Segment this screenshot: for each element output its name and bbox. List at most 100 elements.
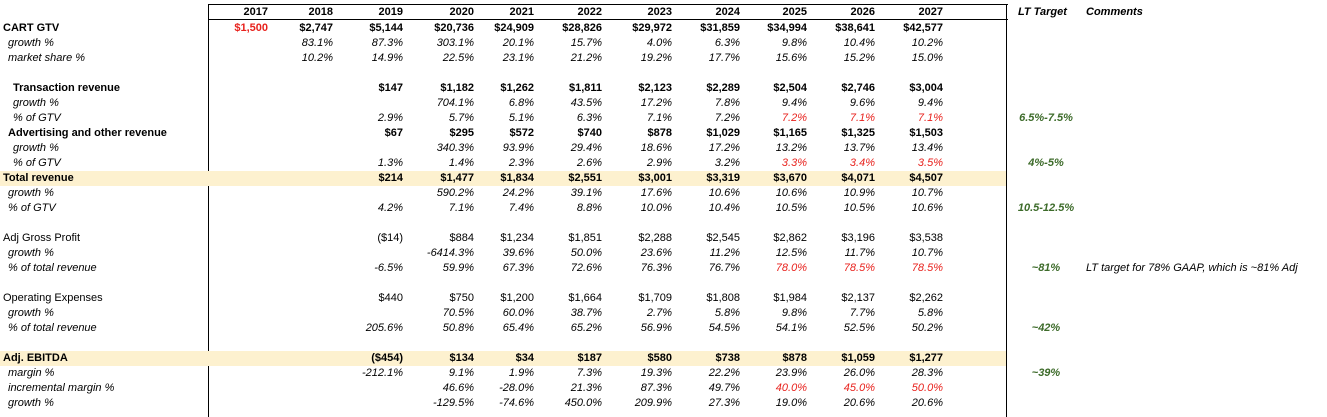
value-cell: 65.4% [502, 322, 534, 334]
value-cell: $1,234 [500, 232, 534, 244]
value-cell: $3,001 [638, 172, 672, 184]
value-cell: -6.5% [374, 262, 403, 274]
lt-target-cell: 4%-5% [1028, 157, 1064, 169]
value-cell: $34,994 [767, 22, 807, 34]
value-cell: $750 [449, 292, 474, 304]
value-cell: 2.6% [576, 157, 602, 169]
value-cell: 13.4% [911, 142, 943, 154]
value-cell: 20.6% [843, 397, 875, 409]
value-cell: 205.6% [365, 322, 403, 334]
value-cell: 15.2% [843, 52, 875, 64]
value-cell: 21.2% [570, 52, 602, 64]
value-cell: 5.7% [448, 112, 474, 124]
value-cell: 11.7% [844, 247, 875, 259]
value-cell: 17.2% [708, 142, 740, 154]
value-cell: $1,262 [500, 82, 534, 94]
value-cell: $1,664 [568, 292, 602, 304]
value-cell: $2,137 [841, 292, 875, 304]
value-cell: 5.1% [508, 112, 534, 124]
value-cell: 45.0% [843, 382, 875, 394]
value-cell [206, 201, 268, 216]
value-cell: 5.8% [917, 307, 943, 319]
value-cell: $2,289 [706, 82, 740, 94]
table-row: Operating Expenses $440 $750 $1,200 $1,664 $1… [0, 291, 1327, 306]
value-cell: 9.4% [781, 97, 807, 109]
value-cell: 7.2% [781, 112, 807, 124]
value-cell [206, 321, 268, 336]
value-cell: 7.1% [849, 112, 875, 124]
value-cell: 49.7% [708, 382, 740, 394]
label-column-divider [208, 4, 209, 417]
value-cell: $214 [378, 172, 403, 184]
value-cell: 7.1% [448, 202, 474, 214]
value-cell: $3,004 [909, 82, 943, 94]
value-cell [271, 201, 333, 216]
value-cell [341, 306, 403, 321]
value-cell: 6.3% [714, 37, 740, 49]
table-row: market share % 10.2% 14.9% 22.5% 23.1% 21.2% 1… [0, 51, 1327, 66]
table-row: margin % -212.1% 9.1% 1.9% 7.3% 19.3% 22.2% 23.… [0, 366, 1327, 381]
row-label: Operating Expenses [3, 292, 103, 304]
value-cell: 19.2% [640, 52, 672, 64]
value-cell [271, 96, 333, 111]
table-row: Adj Gross Profit ($14) $884 $1,234 $1,851 $2,… [0, 231, 1327, 246]
value-cell: 29.4% [570, 142, 602, 154]
value-cell [206, 81, 268, 96]
row-label: growth % [8, 187, 54, 199]
value-cell: $1,477 [440, 172, 474, 184]
lt-target-cell: ~42% [1031, 322, 1061, 334]
value-cell: 78.0% [775, 262, 807, 274]
row-label: % of total revenue [8, 322, 97, 334]
value-cell: $878 [782, 352, 807, 364]
value-cell: $738 [715, 352, 740, 364]
value-cell: $2,862 [773, 232, 807, 244]
value-cell [271, 81, 333, 96]
value-cell: 17.2% [640, 97, 672, 109]
table-row: % of total revenue -6.5% 59.9% 67.3% 72.6% 76… [0, 261, 1327, 276]
value-cell: 52.5% [843, 322, 875, 334]
value-cell: 13.7% [843, 142, 875, 154]
lt-target-cell: 6.5%-7.5% [1019, 112, 1073, 124]
value-cell [206, 381, 268, 396]
row-label: margin % [8, 367, 55, 379]
value-cell: ($14) [377, 232, 403, 244]
value-cell: $1,200 [500, 292, 534, 304]
table-row: growth % 83.1% 87.3% 303.1% 20.1% 15.7% 4.0% 6.… [0, 36, 1327, 51]
value-cell: $5,144 [369, 22, 403, 34]
value-cell: 10.5% [843, 202, 875, 214]
year-header-2017: 2017 [243, 6, 268, 18]
value-cell [206, 96, 268, 111]
row-label: % of GTV [8, 202, 56, 214]
value-cell: $3,319 [706, 172, 740, 184]
value-cell: -28.0% [499, 382, 534, 394]
value-cell: 93.9% [502, 142, 534, 154]
value-cell: 67.3% [502, 262, 534, 274]
value-cell: $147 [378, 82, 403, 94]
value-cell: $24,909 [494, 22, 534, 34]
row-label: CART GTV [3, 22, 60, 34]
value-cell: $2,262 [909, 292, 943, 304]
row-label: growth % [8, 247, 54, 259]
value-cell: 2.9% [646, 157, 672, 169]
table-row: incremental margin % 46.6% -28.0% 21.3% 87.3… [0, 381, 1327, 396]
value-cell: 10.0% [640, 202, 672, 214]
value-cell [271, 351, 333, 366]
value-cell: 60.0% [502, 307, 534, 319]
value-cell: 7.1% [917, 112, 943, 124]
value-cell: 39.6% [502, 247, 534, 259]
value-cell: $580 [647, 352, 672, 364]
value-cell: 18.6% [640, 142, 672, 154]
value-cell: 78.5% [911, 262, 943, 274]
value-cell: 54.1% [775, 322, 807, 334]
target-column-divider [1006, 4, 1007, 417]
row-label: Advertising and other revenue [8, 127, 167, 139]
table-row: growth % -6414.3% 39.6% 50.0% 23.6% 11.2% 12.5… [0, 246, 1327, 261]
value-cell: 50.2% [911, 322, 943, 334]
value-cell: 19.0% [775, 397, 807, 409]
value-cell [271, 261, 333, 276]
value-cell: 70.5% [442, 307, 474, 319]
value-cell: $42,577 [903, 22, 943, 34]
value-cell: 9.6% [849, 97, 875, 109]
value-cell [271, 246, 333, 261]
value-cell: $28,826 [562, 22, 602, 34]
